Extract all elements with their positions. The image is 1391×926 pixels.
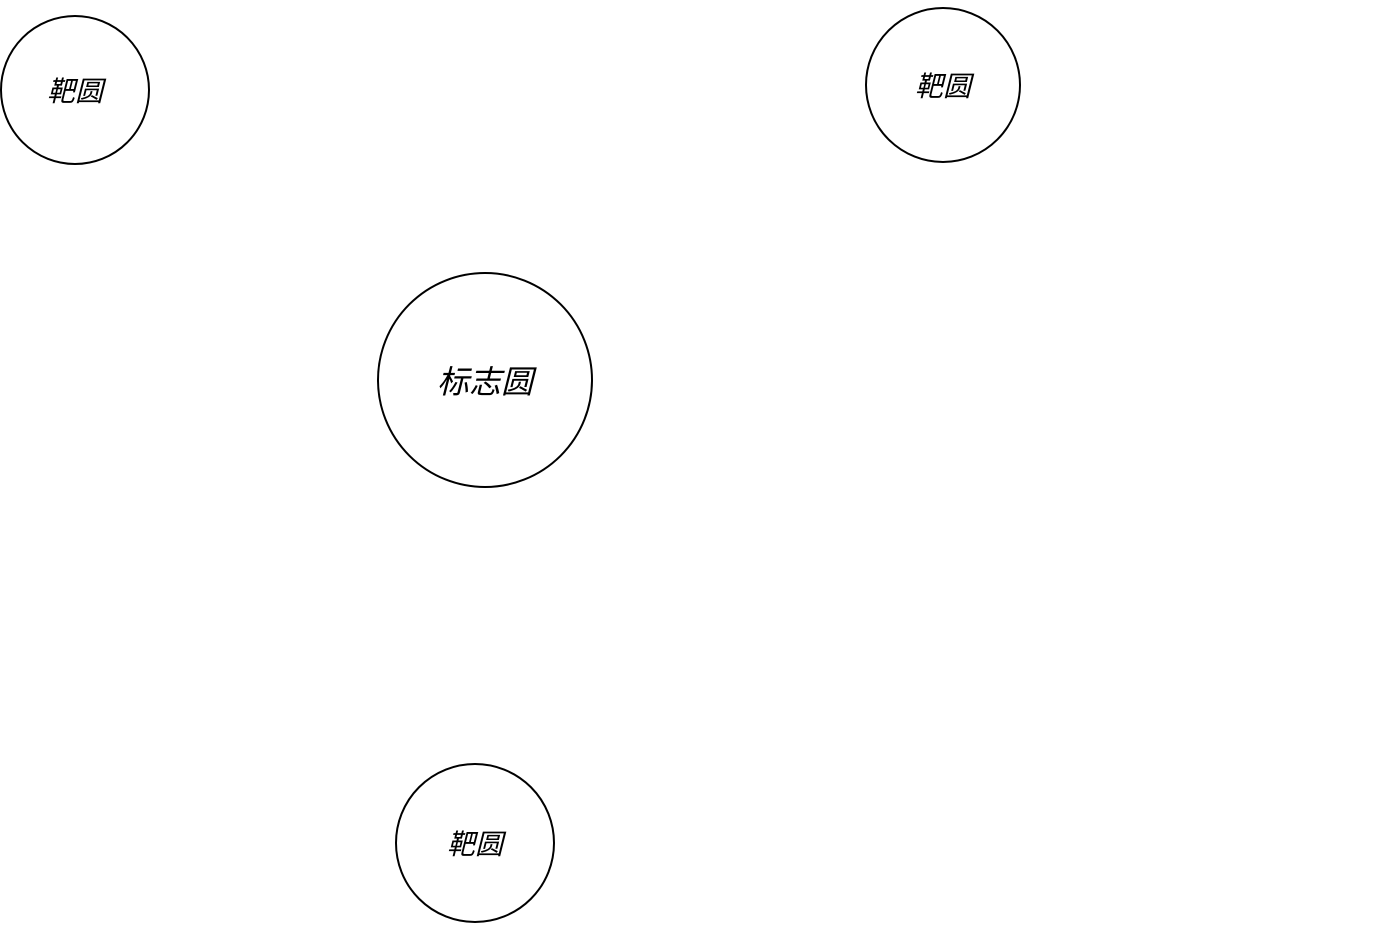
- target-circle-top-right: 靶圆: [865, 7, 1021, 163]
- marker-circle-label: 标志圆: [437, 357, 533, 403]
- target-circle-label: 靶圆: [47, 70, 103, 110]
- target-circle-label: 靶圆: [915, 65, 971, 105]
- marker-circle-center: 标志圆: [377, 272, 593, 488]
- target-circle-bottom: 靶圆: [395, 763, 555, 923]
- target-circle-label: 靶圆: [447, 823, 503, 863]
- target-circle-top-left: 靶圆: [0, 15, 150, 165]
